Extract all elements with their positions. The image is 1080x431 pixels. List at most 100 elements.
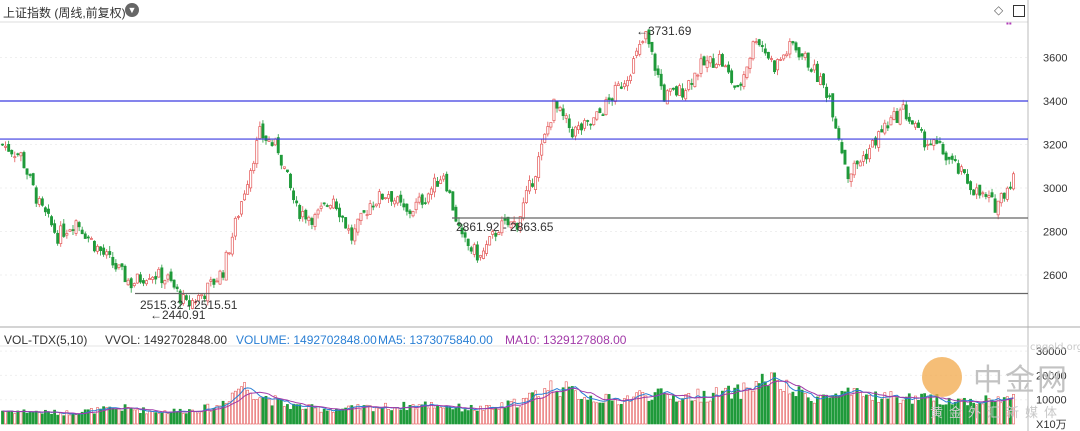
volume-bar — [53, 409, 57, 425]
volume-bar — [999, 402, 1003, 425]
volume-bar — [105, 407, 109, 425]
candle-body — [521, 202, 525, 219]
volume-bar — [83, 409, 87, 425]
volume-bar — [270, 405, 274, 425]
candle-body — [981, 192, 985, 195]
volume-bar — [344, 407, 348, 425]
volume-tick-label: 10000 — [1036, 395, 1067, 407]
diamond-icon[interactable]: ◇ — [994, 3, 1004, 17]
candle-body — [849, 173, 853, 183]
candle-body — [583, 120, 587, 129]
candle-body — [736, 85, 740, 88]
volume-bar — [766, 385, 770, 425]
volume-bar — [230, 392, 234, 425]
volume-bar — [702, 390, 706, 425]
volume-bar — [1012, 394, 1015, 425]
candle-body — [264, 135, 268, 141]
candle-body — [987, 195, 991, 198]
candle-body — [993, 198, 997, 213]
candle-body — [374, 203, 378, 207]
candle-body — [678, 85, 682, 96]
candle-body — [469, 247, 473, 252]
candle-body — [592, 117, 596, 125]
candle-body — [215, 280, 219, 283]
candle-body — [347, 228, 351, 231]
volume-bar — [681, 398, 685, 425]
candle-body — [497, 232, 501, 236]
chevron-down-icon[interactable]: ▼ — [125, 3, 139, 17]
candle-body — [325, 205, 329, 207]
candle-body — [938, 141, 942, 143]
volume-bar — [852, 388, 856, 425]
indicator-dots: ▪▪ — [1006, 19, 1012, 28]
volume-bar — [62, 415, 66, 425]
volume-bar — [534, 390, 537, 425]
candle-body — [236, 216, 240, 218]
volume-bar — [203, 404, 207, 425]
candle-body — [659, 73, 663, 87]
volume-bar — [567, 386, 571, 425]
candle-body — [953, 159, 957, 161]
volume-bar — [518, 406, 522, 425]
volume-indicator-name[interactable]: VOL-TDX(5,10) — [4, 333, 88, 347]
volume-bar — [613, 398, 617, 425]
volume-bar — [442, 407, 446, 425]
panel-toggle-icon[interactable] — [1013, 5, 1025, 17]
candle-body — [619, 86, 623, 89]
volume-bar — [819, 394, 822, 425]
volume-bar — [44, 409, 47, 425]
candle-body — [221, 272, 225, 278]
volume-bar — [1, 410, 4, 425]
candle-body — [745, 66, 749, 78]
candle-body — [904, 104, 908, 120]
volume-bar — [160, 412, 164, 425]
candle-body — [224, 251, 228, 281]
volume-bar — [77, 413, 81, 425]
candle-body — [917, 122, 920, 128]
candle-body — [172, 279, 176, 288]
watermark-subtitle: 黄金外汇新媒体 — [930, 406, 1064, 421]
candle-body — [252, 162, 256, 171]
volume-bar — [423, 401, 427, 425]
volume-bar — [405, 410, 409, 425]
volume-bar — [923, 393, 927, 425]
candle-body — [191, 300, 194, 309]
volume-bar — [512, 398, 516, 425]
candle-body — [687, 80, 691, 90]
volume-bar — [901, 399, 905, 425]
candle-body — [387, 194, 390, 199]
volume-bar — [595, 402, 599, 425]
candle-body — [68, 229, 72, 232]
volume-bar — [972, 402, 976, 425]
volume-bar — [672, 395, 675, 425]
candle-body — [233, 217, 237, 237]
candle-body — [50, 216, 53, 226]
volume-bar — [178, 408, 182, 425]
volume-bar — [736, 384, 740, 425]
candle-body — [858, 161, 862, 167]
volume-tick-label: 30000 — [1036, 346, 1067, 358]
candle-body — [604, 99, 608, 115]
candle-body — [359, 212, 363, 222]
volume-bar — [65, 410, 69, 425]
volume-bar — [96, 407, 99, 425]
volume-bar — [871, 400, 874, 425]
volume-bar — [969, 398, 972, 425]
volume-bar — [154, 412, 158, 425]
candle-body — [402, 203, 406, 208]
candle-body — [941, 143, 945, 155]
candle-body — [840, 142, 844, 154]
candle-body — [984, 194, 988, 197]
ma10-value: MA10: 1329127808.00 — [505, 333, 627, 347]
candle-body — [956, 163, 960, 174]
candle-body — [834, 118, 838, 129]
candle-body — [702, 56, 706, 66]
candle-body — [408, 210, 412, 214]
volume-bar — [950, 404, 954, 425]
candle-body — [365, 214, 369, 216]
candle-body — [482, 250, 485, 259]
candle-body — [518, 216, 522, 229]
volume-bar — [929, 394, 933, 425]
volume-bars — [1, 372, 1015, 425]
candle-body — [616, 83, 620, 86]
